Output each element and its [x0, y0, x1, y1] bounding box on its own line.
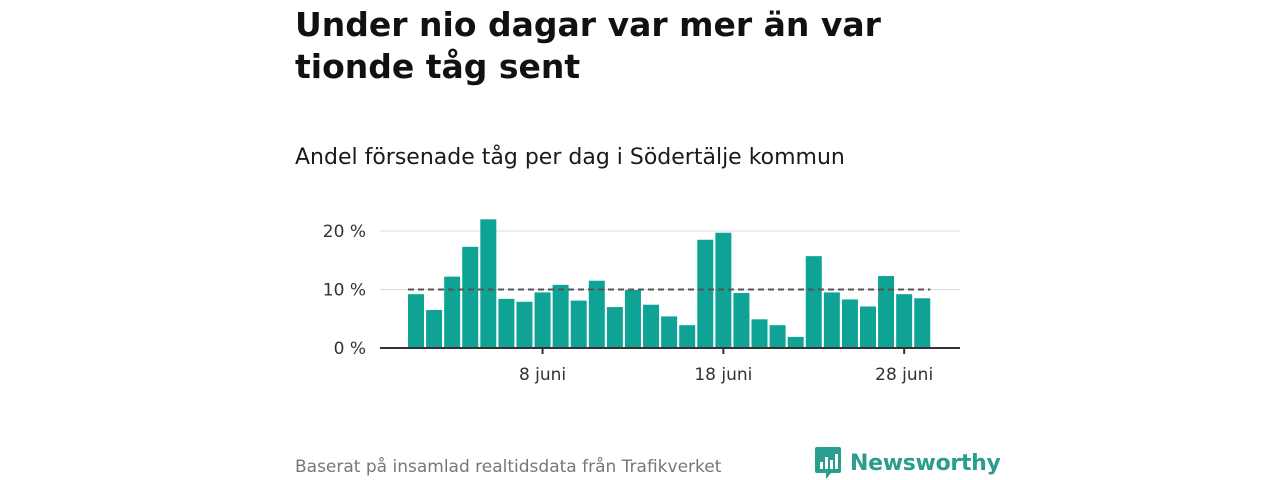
bar: [697, 239, 714, 348]
bars: [408, 219, 931, 348]
brand-logo[interactable]: Newsworthy: [814, 446, 1001, 480]
bar-chart: 0 % 10 % 20 % 8 juni 18 juni 28 juni: [323, 219, 960, 385]
bar: [679, 325, 696, 348]
x-tick-label: 18 juni: [694, 365, 752, 385]
bar: [769, 325, 786, 348]
bar: [498, 298, 515, 348]
bar: [751, 319, 768, 348]
bar: [408, 294, 424, 348]
bar: [733, 293, 750, 348]
bar: [860, 306, 876, 348]
x-tick-label: 28 juni: [875, 365, 933, 385]
bar: [426, 309, 443, 348]
bar: [823, 292, 840, 348]
bar: [841, 299, 858, 348]
y-tick-label: 20 %: [323, 222, 366, 242]
bar: [805, 256, 822, 348]
bar: [661, 316, 678, 348]
bar: [624, 290, 641, 348]
bar: [914, 298, 931, 348]
source-note: Baserat på insamlad realtidsdata från Tr…: [295, 457, 722, 477]
bar: [480, 219, 497, 348]
y-tick-label: 0 %: [334, 339, 366, 359]
bar: [643, 304, 660, 348]
bar: [552, 284, 569, 348]
chart-subtitle: Andel försenade tåg per dag i Södertälje…: [295, 145, 845, 170]
chart-title: Under nio dagar var mer än var tionde tå…: [295, 5, 881, 86]
bar: [444, 276, 461, 348]
newsworthy-chart-icon: [815, 447, 841, 479]
axes: 0 % 10 % 20 % 8 juni 18 juni 28 juni: [323, 222, 960, 385]
bar: [787, 336, 804, 348]
bar: [462, 246, 479, 348]
x-tick-label: 8 juni: [519, 365, 566, 385]
bar: [534, 292, 551, 348]
bar: [896, 294, 913, 348]
bar: [878, 276, 895, 348]
bar: [516, 301, 533, 348]
brand-name: Newsworthy: [850, 450, 1001, 476]
bar: [570, 300, 587, 348]
bar: [588, 280, 605, 348]
y-tick-label: 10 %: [323, 281, 366, 301]
bar: [606, 307, 623, 348]
